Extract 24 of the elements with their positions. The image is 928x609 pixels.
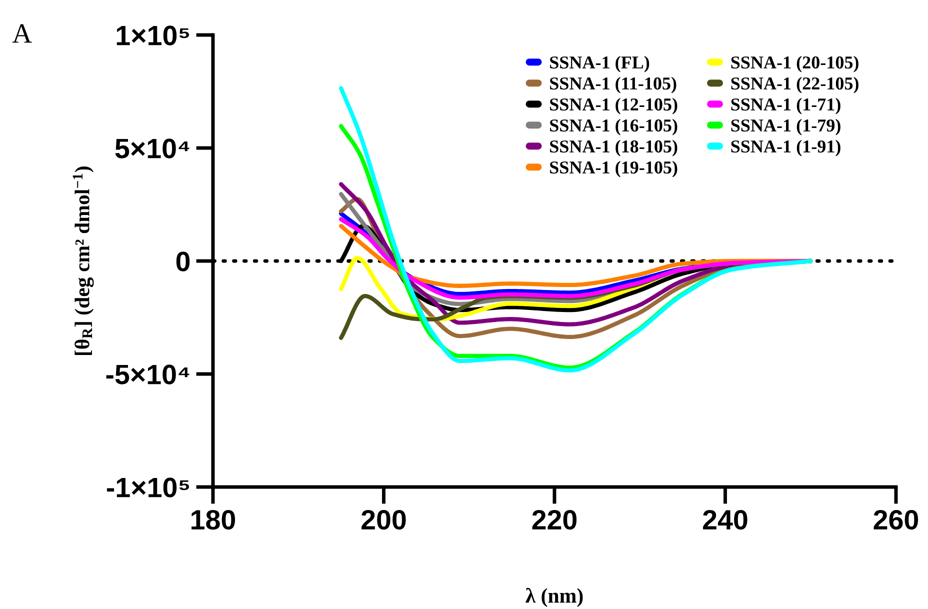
- legend-label: SSNA-1 (18-105): [550, 140, 678, 156]
- x-tick-label: 220: [532, 510, 577, 530]
- y-tick-label: -1×10⁵: [106, 478, 190, 498]
- legend-label: SSNA-1 (16-105): [550, 118, 678, 136]
- x-axis-title: λ (nm): [526, 588, 583, 608]
- legend-label: SSNA-1 (20-105): [731, 56, 858, 72]
- legend-label: SSNA-1 (12-105): [550, 98, 678, 114]
- legend-label: SSNA-1 (FL): [550, 56, 650, 72]
- legend-label: SSNA-1 (11-105): [550, 76, 676, 94]
- y-tick-label: 5×10⁴: [115, 138, 190, 158]
- legend-label: SSNA-1 (22-105): [731, 76, 858, 94]
- text: A: [12, 24, 32, 43]
- x-tick-label: 200: [362, 510, 406, 530]
- legend-label: SSNA-1 (1-71): [731, 98, 840, 114]
- x-tick-label: 240: [703, 510, 748, 530]
- x-tick-label: 180: [192, 510, 236, 530]
- x-tick-label: 260: [874, 510, 918, 530]
- y-tick-label: 0: [176, 252, 190, 272]
- legend-label: SSNA-1 (19-105): [550, 160, 678, 178]
- y-tick-label: -5×10⁴: [106, 364, 190, 384]
- legend-label: SSNA-1 (1-79): [731, 118, 840, 136]
- legend-label: SSNA-1 (1-91): [731, 140, 840, 156]
- y-axis-title: [θ$_{R}$] (deg cm² dmol$^{−1}$): [72, 166, 94, 355]
- y-tick-label: 1×10⁵: [116, 26, 190, 46]
